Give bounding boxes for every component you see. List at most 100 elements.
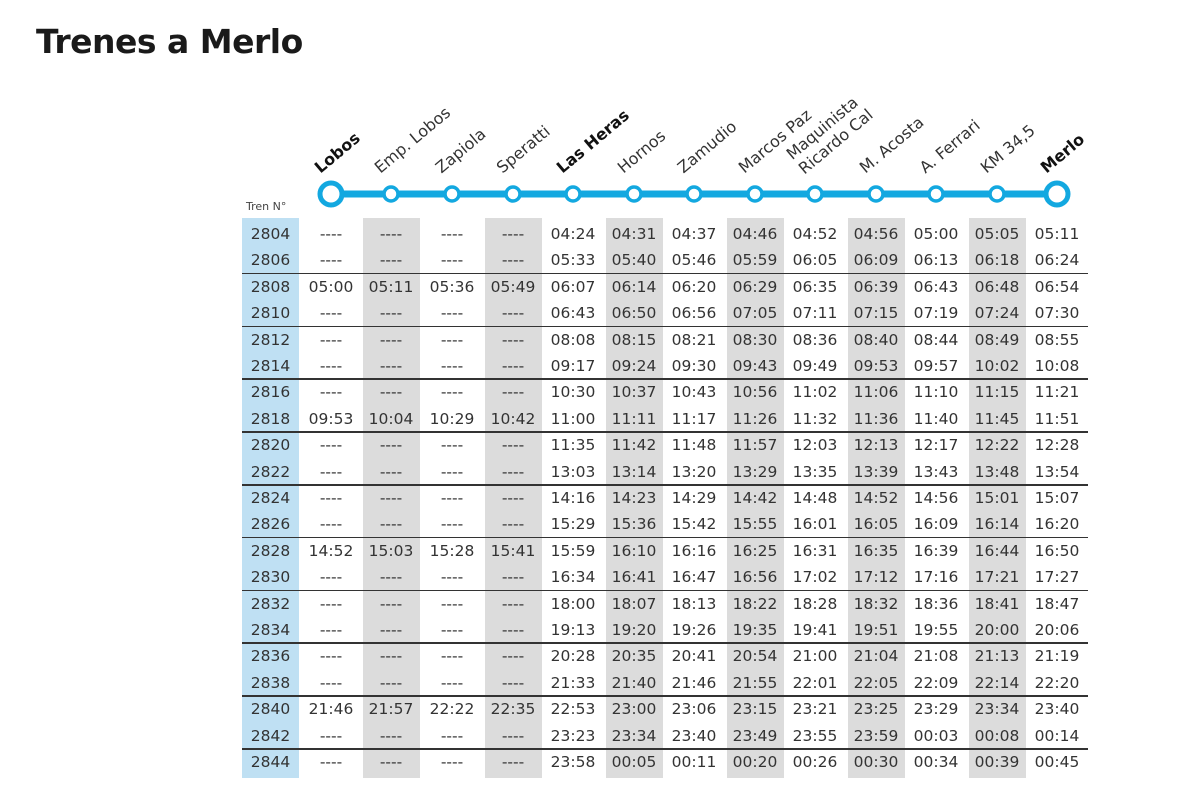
time-cell: 13:14 xyxy=(611,462,657,481)
train-number: 2842 xyxy=(250,726,291,745)
time-cell: 16:14 xyxy=(974,515,1020,534)
time-cell: ---- xyxy=(440,673,464,692)
time-cell: ---- xyxy=(440,462,464,481)
time-cell: 20:54 xyxy=(732,647,778,666)
time-cell: 21:55 xyxy=(732,673,778,692)
time-cell: 05:00 xyxy=(913,225,959,243)
time-cell: 11:11 xyxy=(611,409,657,428)
time-cell: 18:32 xyxy=(853,594,899,613)
train-number-header: Tren N° xyxy=(246,200,287,213)
time-cell: 13:54 xyxy=(1034,462,1080,481)
time-cell: 17:16 xyxy=(913,568,959,587)
time-cell: 13:43 xyxy=(913,462,959,481)
time-cell: 00:20 xyxy=(732,753,778,771)
station-stop-3 xyxy=(443,185,461,203)
time-cell: 00:34 xyxy=(913,753,959,771)
time-cell: 16:10 xyxy=(611,541,657,560)
time-cell: 16:25 xyxy=(732,541,778,560)
time-cell: 08:49 xyxy=(974,330,1020,349)
time-cell: 17:02 xyxy=(792,568,838,587)
time-cell: 23:21 xyxy=(792,700,838,719)
time-cell: ---- xyxy=(440,568,464,587)
time-cell: 05:00 xyxy=(308,277,354,296)
time-cell: 13:20 xyxy=(671,462,717,481)
time-cell: ---- xyxy=(319,251,343,270)
time-cell: 16:20 xyxy=(1034,515,1080,534)
time-cell: 20:28 xyxy=(550,647,596,666)
time-cell: 19:35 xyxy=(732,621,778,639)
time-cell: 16:39 xyxy=(913,541,959,560)
table-row: 2822 ---- ---- ---- ---- 13:03 13:14 13:20 13:29… xyxy=(242,459,1092,485)
time-cell: 11:45 xyxy=(974,409,1020,428)
time-cell: 20:35 xyxy=(611,647,657,666)
time-cell: 18:00 xyxy=(550,594,596,613)
time-cell: ---- xyxy=(440,304,464,323)
time-cell: 16:50 xyxy=(1034,541,1080,560)
time-cell: 00:11 xyxy=(671,753,717,771)
time-cell: ---- xyxy=(501,225,525,243)
time-cell: 06:29 xyxy=(732,277,778,296)
time-cell: ---- xyxy=(379,753,403,771)
time-cell: 14:29 xyxy=(671,489,717,507)
time-cell: ---- xyxy=(319,753,343,771)
time-cell: 23:58 xyxy=(550,753,596,771)
time-cell: ---- xyxy=(379,726,403,745)
train-number: 2832 xyxy=(250,594,291,613)
time-cell: 23:59 xyxy=(853,726,899,745)
time-cell: ---- xyxy=(501,357,525,375)
train-number: 2830 xyxy=(250,568,291,587)
time-cell: ---- xyxy=(501,251,525,270)
time-cell: ---- xyxy=(379,330,403,349)
time-cell: 19:51 xyxy=(853,621,899,639)
table-row: 2842 ---- ---- ---- ---- 23:23 23:34 23:40 23:49… xyxy=(242,723,1092,749)
time-cell: 04:24 xyxy=(550,225,596,243)
time-cell: 07:19 xyxy=(913,304,959,323)
time-cell: 16:31 xyxy=(792,541,838,560)
time-cell: 19:55 xyxy=(913,621,959,639)
time-cell: 09:49 xyxy=(792,357,838,375)
time-cell: ---- xyxy=(319,673,343,692)
time-cell: ---- xyxy=(319,621,343,639)
row-divider xyxy=(242,642,1088,644)
time-cell: 05:46 xyxy=(671,251,717,270)
train-number-column-bg xyxy=(242,218,299,778)
time-cell: 23:40 xyxy=(1034,700,1080,719)
time-cell: 11:26 xyxy=(732,409,778,428)
time-cell: ---- xyxy=(440,357,464,375)
time-cell: ---- xyxy=(379,647,403,666)
time-cell: 15:29 xyxy=(550,515,596,534)
time-cell: 07:05 xyxy=(732,304,778,323)
time-cell: 22:20 xyxy=(1034,673,1080,692)
time-cell: 21:40 xyxy=(611,673,657,692)
time-cell: 12:17 xyxy=(913,436,959,455)
time-cell: 16:35 xyxy=(853,541,899,560)
time-cell: ---- xyxy=(379,304,403,323)
time-cell: 23:23 xyxy=(550,726,596,745)
station-stop-7 xyxy=(685,185,703,203)
time-cell: ---- xyxy=(440,251,464,270)
table-row: 2818 09:53 10:04 10:29 10:42 11:00 11:11 11:17 1… xyxy=(242,406,1092,432)
time-cell: 15:41 xyxy=(490,541,536,560)
row-divider xyxy=(242,431,1088,433)
time-cell: 11:10 xyxy=(913,383,959,402)
station-stop-9 xyxy=(806,185,824,203)
time-cell: 08:08 xyxy=(550,330,596,349)
time-cell: ---- xyxy=(379,594,403,613)
time-cell: 06:48 xyxy=(974,277,1020,296)
time-cell: 15:01 xyxy=(974,489,1020,507)
train-number: 2828 xyxy=(250,541,291,560)
time-cell: ---- xyxy=(319,726,343,745)
time-cell: 11:17 xyxy=(671,409,717,428)
time-cell: 23:34 xyxy=(611,726,657,745)
time-cell: 18:28 xyxy=(792,594,838,613)
time-cell: 15:59 xyxy=(550,541,596,560)
time-cell: 07:24 xyxy=(974,304,1020,323)
time-cell: 10:37 xyxy=(611,383,657,402)
time-cell: 22:01 xyxy=(792,673,838,692)
time-cell: 08:36 xyxy=(792,330,838,349)
table-row: 2810 ---- ---- ---- ---- 06:43 06:50 06:56 07:05… xyxy=(242,300,1092,326)
time-cell: 09:17 xyxy=(550,357,596,375)
table-row: 2830 ---- ---- ---- ---- 16:34 16:41 16:47 16:56… xyxy=(242,564,1092,590)
time-cell: ---- xyxy=(379,357,403,375)
train-number: 2826 xyxy=(250,515,291,534)
